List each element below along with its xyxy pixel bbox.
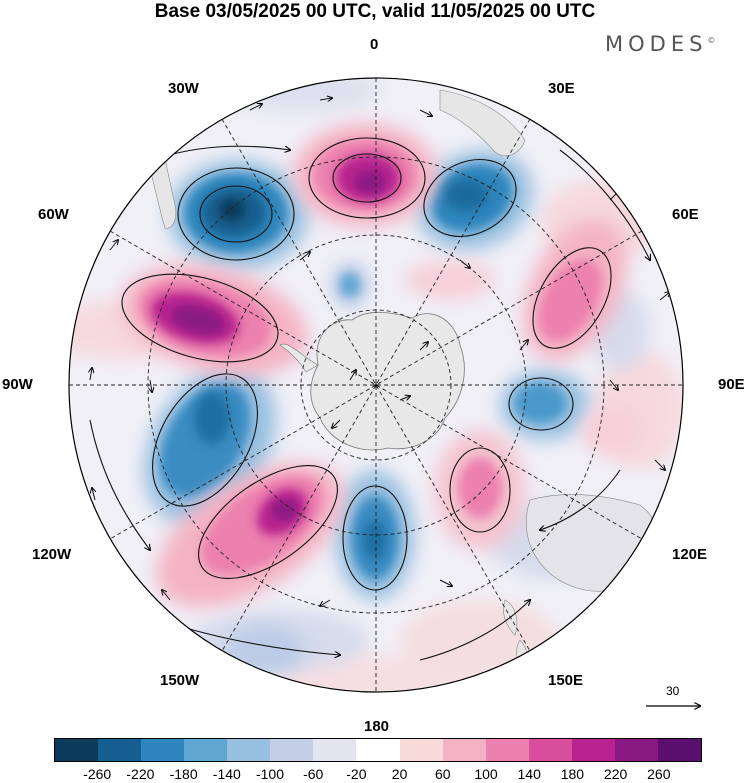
colorbar-swatch <box>313 739 357 761</box>
lon-label-60w: 60W <box>38 206 69 223</box>
colorbar-tick-label: -60 <box>303 766 324 782</box>
brand-text: MODES <box>605 32 708 56</box>
reference-vector-label: 30 <box>666 684 680 698</box>
colorbar-tick-label: 260 <box>647 766 671 782</box>
colorbar-tick-label: -100 <box>255 766 285 782</box>
colorbar-swatch <box>98 739 142 761</box>
anomaly-field <box>69 78 683 692</box>
lon-label-90w: 90W <box>2 376 33 393</box>
colorbar <box>54 738 702 762</box>
colorbar-swatch <box>55 739 99 761</box>
lon-label-120w: 120W <box>32 546 72 563</box>
colorbar-swatch <box>528 739 572 761</box>
colorbar-tick-label: -20 <box>346 766 367 782</box>
colorbar-tick-label: 100 <box>474 766 498 782</box>
colorbar-tick-label: 180 <box>560 766 585 782</box>
map-title: Base 03/05/2025 00 UTC, valid 11/05/2025… <box>154 1 596 22</box>
map-frame <box>68 77 684 693</box>
lon-label-60e: 60E <box>672 206 699 223</box>
lon-label-30w: 30W <box>168 80 199 97</box>
colorbar-swatch <box>399 739 443 761</box>
lon-label-90e: 90E <box>718 376 745 393</box>
colorbar-swatch <box>571 739 615 761</box>
colorbar-swatch <box>485 739 529 761</box>
colorbar-tick-labels: -260 -220 -180 -140 -100 -60 -20 20 60 100 140 180 2… <box>0 766 750 783</box>
colorbar-swatch <box>614 739 658 761</box>
south-pole-marker <box>373 382 379 388</box>
colorbar-swatch <box>270 739 314 761</box>
colorbar-swatch <box>141 739 185 761</box>
graticule <box>69 78 683 692</box>
colorbar-tick-label: -140 <box>212 766 241 782</box>
colorbar-tick-label: -260 <box>83 766 112 782</box>
lon-label-150w: 150W <box>160 672 200 689</box>
lon-label-150e: 150E <box>548 672 584 689</box>
colorbar-tick-label: 140 <box>517 766 541 782</box>
colorbar-tick-label: -220 <box>126 766 155 782</box>
colorbar-tick-label: 60 <box>435 766 451 782</box>
colorbar-swatch <box>356 739 400 761</box>
lon-label-30e: 30E <box>548 80 575 97</box>
colorbar-swatch <box>442 739 486 761</box>
colorbar-tick-label: -180 <box>169 766 198 782</box>
colorbar-swatch <box>657 739 701 761</box>
colorbar-tick-label: 220 <box>603 766 628 782</box>
africa-land <box>439 89 526 156</box>
colorbar-swatch <box>184 739 228 761</box>
lon-label-0: 0 <box>370 36 379 53</box>
lon-label-180: 180 <box>364 718 390 735</box>
modes-logo: MODES© <box>605 32 715 56</box>
colorbar-tick-label: 20 <box>391 766 408 782</box>
lon-label-120e: 120E <box>672 546 708 563</box>
colorbar-swatch <box>227 739 271 761</box>
brand-mark: © <box>707 36 716 45</box>
